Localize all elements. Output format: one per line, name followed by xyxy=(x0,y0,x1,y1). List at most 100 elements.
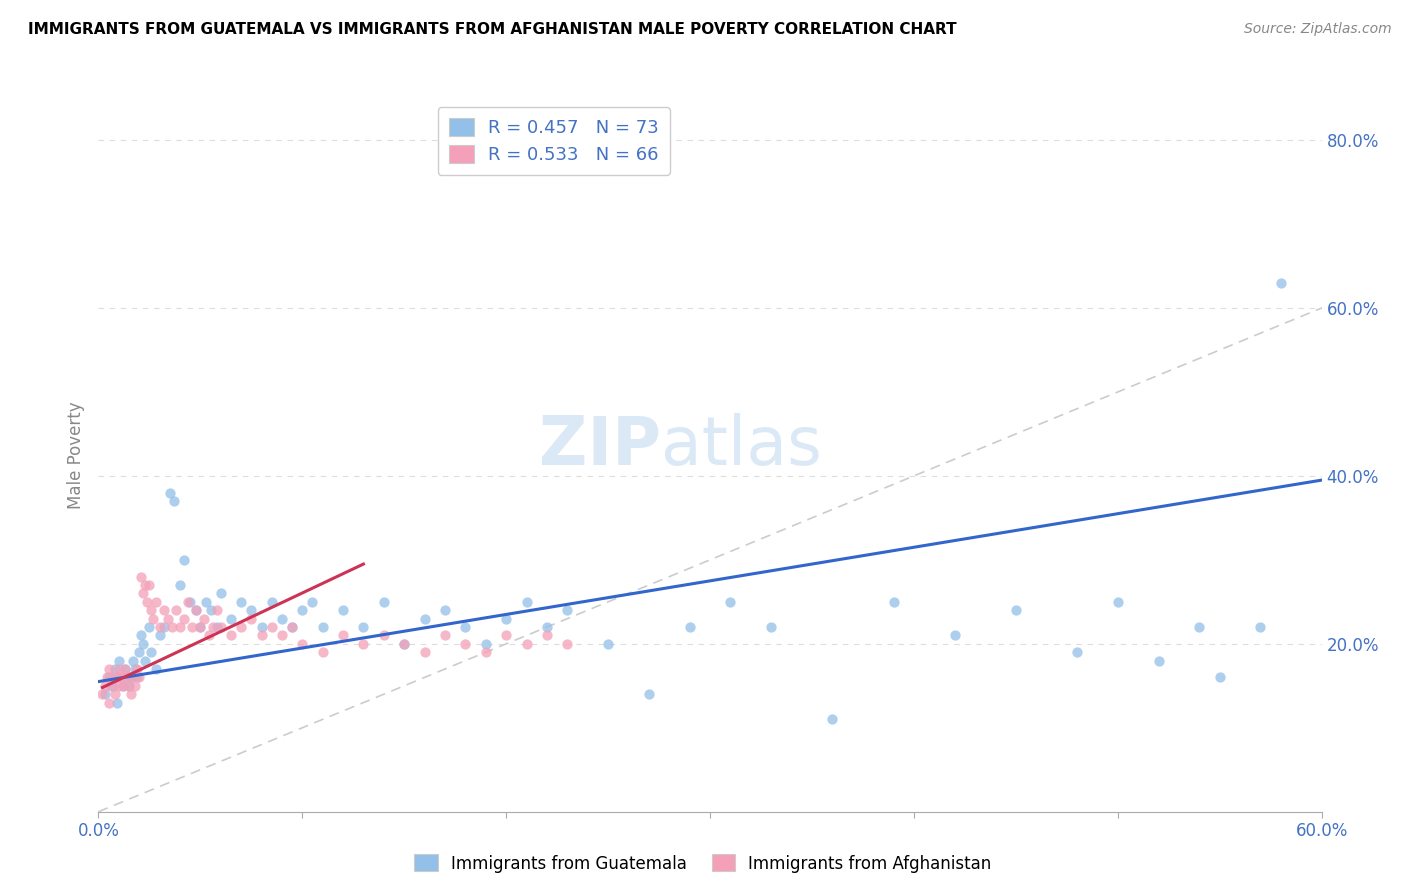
Point xyxy=(111,679,134,693)
Point xyxy=(332,603,354,617)
Point xyxy=(201,620,224,634)
Point xyxy=(332,628,354,642)
Point xyxy=(392,637,416,651)
Point xyxy=(883,595,905,609)
Point xyxy=(200,603,222,617)
Point xyxy=(434,628,457,642)
Point xyxy=(179,595,201,609)
Point xyxy=(392,637,416,651)
Point xyxy=(536,620,558,634)
Point xyxy=(352,620,374,634)
Point xyxy=(101,679,124,693)
Point xyxy=(281,620,304,634)
Y-axis label: Male Poverty: Male Poverty xyxy=(67,401,86,508)
Point xyxy=(93,687,115,701)
Point xyxy=(129,628,152,642)
Point xyxy=(134,654,156,668)
Point xyxy=(128,670,150,684)
Point xyxy=(114,662,136,676)
Point xyxy=(373,595,395,609)
Point xyxy=(111,679,134,693)
Point xyxy=(454,637,477,651)
Text: IMMIGRANTS FROM GUATEMALA VS IMMIGRANTS FROM AFGHANISTAN MALE POVERTY CORRELATIO: IMMIGRANTS FROM GUATEMALA VS IMMIGRANTS … xyxy=(28,22,956,37)
Point xyxy=(495,612,517,626)
Point xyxy=(209,586,232,600)
Point xyxy=(129,569,152,583)
Point xyxy=(219,612,242,626)
Point xyxy=(413,645,436,659)
Point xyxy=(93,679,115,693)
Point xyxy=(270,628,294,642)
Point xyxy=(152,620,174,634)
Point xyxy=(205,603,228,617)
Point xyxy=(301,595,323,609)
Point xyxy=(281,620,304,634)
Point xyxy=(186,603,208,617)
Point xyxy=(195,595,218,609)
Point xyxy=(141,603,163,617)
Point xyxy=(108,654,131,668)
Point xyxy=(149,628,172,642)
Point xyxy=(197,628,219,642)
Point xyxy=(115,670,138,684)
Point xyxy=(1188,620,1211,634)
Point xyxy=(165,603,187,617)
Point xyxy=(108,670,131,684)
Legend: Immigrants from Guatemala, Immigrants from Afghanistan: Immigrants from Guatemala, Immigrants fr… xyxy=(408,847,998,880)
Point xyxy=(138,620,160,634)
Point xyxy=(173,612,195,626)
Point xyxy=(231,595,253,609)
Point xyxy=(250,620,273,634)
Point xyxy=(127,670,149,684)
Point xyxy=(260,620,283,634)
Point xyxy=(1209,670,1232,684)
Point xyxy=(312,620,335,634)
Point xyxy=(160,620,183,634)
Point xyxy=(115,670,138,684)
Point xyxy=(132,637,155,651)
Point xyxy=(128,645,150,659)
Point xyxy=(516,595,538,609)
Point xyxy=(240,612,263,626)
Point xyxy=(108,662,131,676)
Point xyxy=(124,679,146,693)
Point xyxy=(104,662,127,676)
Point xyxy=(91,687,114,701)
Point xyxy=(173,553,195,567)
Point xyxy=(352,637,374,651)
Point xyxy=(557,637,579,651)
Point xyxy=(169,620,191,634)
Point xyxy=(943,628,966,642)
Point xyxy=(250,628,273,642)
Point xyxy=(231,620,253,634)
Point xyxy=(145,595,167,609)
Point xyxy=(557,603,579,617)
Point xyxy=(97,662,120,676)
Point xyxy=(156,612,179,626)
Point xyxy=(516,637,538,651)
Point xyxy=(474,645,498,659)
Point xyxy=(454,620,477,634)
Point xyxy=(96,670,118,684)
Point xyxy=(186,603,208,617)
Point xyxy=(193,612,215,626)
Point xyxy=(138,578,160,592)
Point xyxy=(159,485,181,500)
Point xyxy=(373,628,395,642)
Point xyxy=(413,612,436,626)
Point xyxy=(209,620,232,634)
Point xyxy=(720,595,742,609)
Point xyxy=(105,670,128,684)
Point xyxy=(474,637,498,651)
Point xyxy=(136,595,159,609)
Point xyxy=(270,612,294,626)
Point xyxy=(122,654,145,668)
Point xyxy=(679,620,702,634)
Point xyxy=(141,645,163,659)
Text: Source: ZipAtlas.com: Source: ZipAtlas.com xyxy=(1244,22,1392,37)
Point xyxy=(205,620,228,634)
Point xyxy=(291,637,314,651)
Point xyxy=(761,620,783,634)
Point xyxy=(1107,595,1129,609)
Legend: R = 0.457   N = 73, R = 0.533   N = 66: R = 0.457 N = 73, R = 0.533 N = 66 xyxy=(437,107,669,175)
